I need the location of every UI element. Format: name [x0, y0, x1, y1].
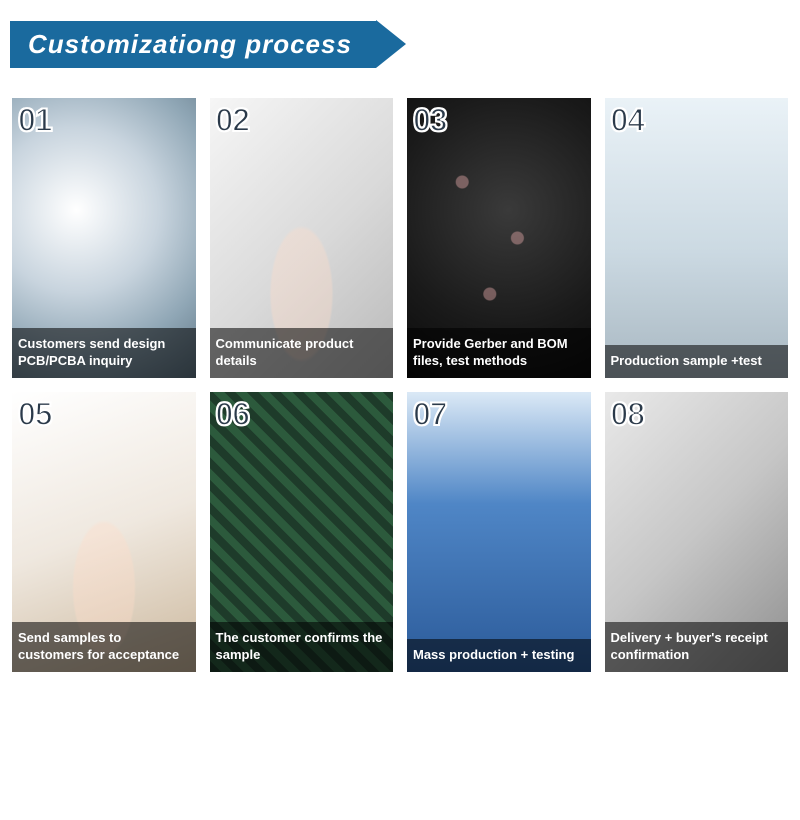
step-number: 03 [413, 102, 447, 139]
step-card: 02 Communicate product details [210, 98, 394, 378]
step-card: 03 Provide Gerber and BOM files, test me… [407, 98, 591, 378]
banner-arrow-icon [376, 20, 406, 68]
step-card: 04 Production sample +test [605, 98, 789, 378]
page-title: Customizationg process [10, 21, 376, 68]
step-caption: The customer confirms the sample [210, 622, 394, 672]
step-number: 07 [413, 396, 447, 433]
step-number: 08 [611, 396, 645, 433]
step-card: 08 Delivery + buyer's receipt confirmati… [605, 392, 789, 672]
header-banner: Customizationg process [10, 20, 800, 68]
step-card: 07 Mass production + testing [407, 392, 591, 672]
step-caption: Send samples to customers for acceptance [12, 622, 196, 672]
step-number: 02 [216, 102, 250, 139]
step-caption: Communicate product details [210, 328, 394, 378]
step-caption: Production sample +test [605, 345, 789, 378]
step-caption: Delivery + buyer's receipt confirmation [605, 622, 789, 672]
step-number: 01 [18, 102, 52, 139]
step-image [605, 98, 789, 378]
step-caption: Provide Gerber and BOM files, test metho… [407, 328, 591, 378]
step-card: 06 The customer confirms the sample [210, 392, 394, 672]
step-card: 05 Send samples to customers for accepta… [12, 392, 196, 672]
steps-grid: 01 Customers send design PCB/PCBA inquir… [0, 98, 800, 672]
step-number: 05 [18, 396, 52, 433]
step-card: 01 Customers send design PCB/PCBA inquir… [12, 98, 196, 378]
step-caption: Mass production + testing [407, 639, 591, 672]
step-number: 04 [611, 102, 645, 139]
step-caption: Customers send design PCB/PCBA inquiry [12, 328, 196, 378]
step-image [407, 392, 591, 672]
step-number: 06 [216, 396, 250, 433]
